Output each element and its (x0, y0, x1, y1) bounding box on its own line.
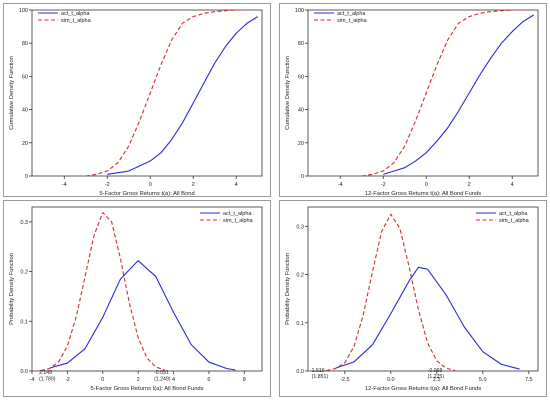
x-axis-label: 5-Factor Gross Returns t(a): All Bond (99, 191, 194, 196)
legend-label: sim_t_alpha (61, 18, 92, 24)
y-tick-label: 0.1 (296, 321, 304, 327)
y-tick-label: 40 (22, 108, 28, 114)
x-tick-label: -4 (30, 377, 35, 383)
pdf-12-factor-chart: -2.5 0.0 2.5 5.0 7.5 0.0 0.1 0.2 0.3 12-Factor Gr… (285, 206, 539, 392)
x-tick-label: -2 (381, 182, 386, 188)
annotation-label: (1.225) (428, 374, 445, 380)
y-tick-label: 60 (22, 74, 28, 80)
y-tick-label: 20 (22, 141, 28, 147)
y-tick-label: 100 (295, 8, 304, 14)
annotation-label: 1.516 (312, 368, 325, 374)
plot-frame (31, 206, 263, 372)
y-tick-label: 80 (22, 41, 28, 47)
legend-label: sim_t_alpha (223, 218, 254, 224)
y-tick-label: 0.0 (20, 369, 28, 375)
x-axis-label: 12-Factor Gross Returns t(a): All Bond F… (365, 191, 481, 196)
x-tick-label: 2.5 (433, 377, 441, 383)
y-tick-label: 40 (298, 108, 304, 114)
annotation-label: (1.789) (39, 376, 56, 382)
x-tick-label: 2 (192, 182, 195, 188)
series-line-act-t-alpha (107, 16, 258, 175)
y-tick-label: 80 (298, 41, 304, 47)
x-tick-label: 2 (468, 182, 471, 188)
x-tick-label: 4 (235, 182, 238, 188)
series-line-act-t-alpha (335, 266, 520, 370)
x-tick-label: -2 (105, 182, 110, 188)
x-tick-label: -4 (62, 182, 67, 188)
x-tick-label: 0.0 (387, 377, 395, 383)
x-tick-label: 4 (172, 377, 175, 383)
x-axis-label: 12-Factor Gross Returns t(a): All Bond F… (365, 386, 481, 392)
y-tick-label: 100 (19, 8, 28, 14)
x-tick-label: 0 (101, 377, 104, 383)
y-tick-label: 20 (298, 141, 304, 147)
legend-label: sim_t_alpha (499, 218, 530, 224)
x-tick-label: 2 (137, 377, 140, 383)
x-tick-label: 8 (243, 377, 246, 383)
x-tick-label: 7.5 (525, 377, 533, 383)
plot-frame (307, 206, 539, 372)
y-axis-label: Probability Density Function (285, 253, 291, 325)
x-tick-label: 5.0 (479, 377, 487, 383)
y-tick-label: 0 (301, 174, 304, 180)
legend-label: act_t_alpha (61, 11, 90, 17)
pdf-12-factor-panel: -2.5 0.0 2.5 5.0 7.5 0.0 0.1 0.2 0.3 12-Factor Gr… (279, 200, 547, 397)
y-tick-label: 0.0 (296, 369, 304, 375)
x-tick-label: -4 (338, 182, 343, 188)
x-tick-label: 0 (425, 182, 428, 188)
plot-frame (31, 9, 263, 177)
x-tick-label: 0 (149, 182, 152, 188)
legend-label: act_t_alpha (223, 211, 252, 217)
y-tick-label: 60 (298, 74, 304, 80)
y-axis-label: Cumulative Density Function (9, 56, 15, 130)
x-tick-label: 4 (511, 182, 514, 188)
x-tick-label: -2.5 (340, 377, 349, 383)
series-line-sim-t-alpha (40, 211, 165, 372)
x-axis-label: 5-Factor Gross Returns t(a): All Bond Fu… (90, 386, 203, 392)
series-line-sim-t-alpha (85, 9, 247, 177)
legend-label: act_t_alpha (499, 211, 528, 217)
y-tick-label: 0.1 (20, 319, 28, 325)
pdf-5-factor-chart: -4 -2 0 2 4 6 8 0.0 0.1 0.2 0.3 5-Factor Gross Retu… (9, 206, 263, 392)
annotation-label: 2.149 (39, 370, 52, 376)
annotation-label: -0.068 (428, 368, 443, 374)
series-line-sim-t-alpha (326, 213, 456, 372)
y-axis-label: Cumulative Density Function (285, 56, 291, 130)
y-tick-label: 0 (25, 174, 28, 180)
y-tick-label: 0.2 (296, 273, 304, 279)
cdf-12-factor-panel: -4 -2 0 2 4 0 20 40 60 80 100 12-Factor Gross Retur… (279, 3, 547, 197)
annotation-label: (1.249) (154, 376, 171, 382)
y-tick-label: 0.2 (20, 270, 28, 276)
pdf-5-factor-panel: -4 -2 0 2 4 6 8 0.0 0.1 0.2 0.3 5-Factor Gross Retu… (3, 200, 271, 397)
y-axis-label: Probability Density Function (9, 253, 15, 325)
y-tick-label: 0.3 (20, 220, 28, 226)
series-line-act-t-alpha (49, 260, 236, 371)
legend-label: act_t_alpha (337, 11, 366, 17)
annotation-label: (1.851) (312, 374, 329, 380)
plot-frame (307, 9, 539, 177)
series-line-sim-t-alpha (361, 9, 523, 177)
legend-label: sim_t_alpha (337, 18, 368, 24)
cdf-5-factor-panel: -4 -2 0 2 4 0 20 40 60 80 100 5-Factor Gross Return… (3, 3, 271, 197)
y-tick-label: 0.3 (296, 224, 304, 230)
annotation-label: -0.091 (154, 370, 169, 376)
series-line-act-t-alpha (383, 14, 534, 175)
x-tick-label: -2 (65, 377, 70, 383)
x-tick-label: 6 (207, 377, 210, 383)
